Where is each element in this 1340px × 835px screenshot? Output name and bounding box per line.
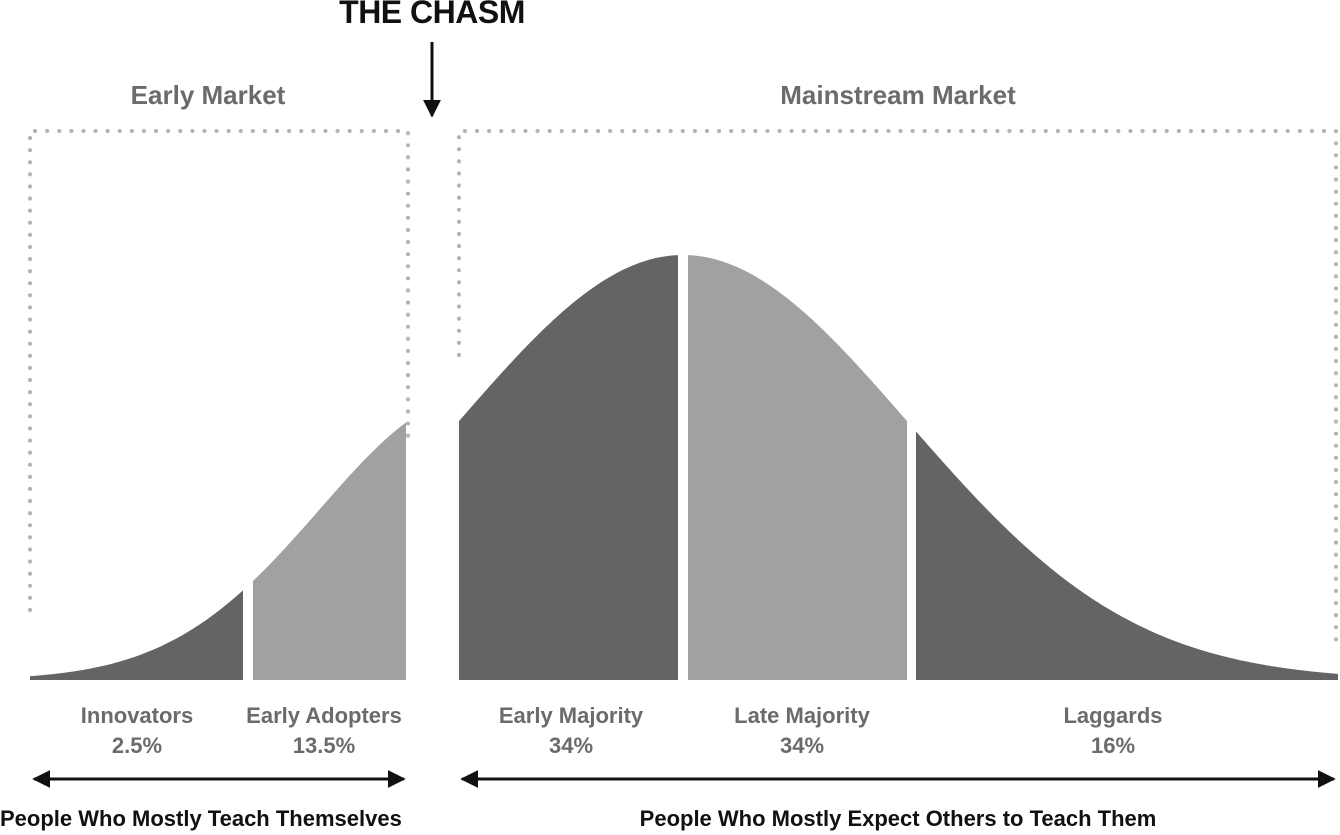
segment-laggards-name: Laggards	[1063, 703, 1163, 728]
segment-innovators-name: Innovators	[80, 703, 194, 728]
segment-late-majority-percent: 34%	[779, 733, 825, 758]
segment-late-majority-name: Late Majority	[734, 703, 870, 728]
segment-early-majority-name: Early Majority	[498, 703, 644, 728]
mainstream-group-label: People Who Mostly Expect Others to Teach…	[639, 806, 1157, 831]
early-market-title: Early Market	[130, 80, 286, 110]
chasm-label: THE CHASM	[339, 0, 525, 30]
segment-early-majority-percent: 34%	[548, 733, 594, 758]
segment-early-adopters-percent: 13.5%	[292, 733, 356, 758]
early-group-label: People Who Mostly Teach Themselves	[0, 806, 402, 831]
mainstream-market-frame	[457, 129, 1338, 642]
segment-early-majority-area	[459, 255, 678, 680]
segment-laggards-area	[916, 431, 1338, 680]
segment-early-adopters-area	[253, 422, 406, 680]
segment-early-adopters-name: Early Adopters	[246, 703, 402, 728]
segment-innovators-area	[30, 590, 243, 680]
segment-late-majority-area	[688, 255, 907, 680]
mainstream-market-title: Mainstream Market	[780, 80, 1016, 110]
segment-laggards-percent: 16%	[1090, 733, 1136, 758]
segment-innovators-percent: 2.5%	[111, 733, 163, 758]
